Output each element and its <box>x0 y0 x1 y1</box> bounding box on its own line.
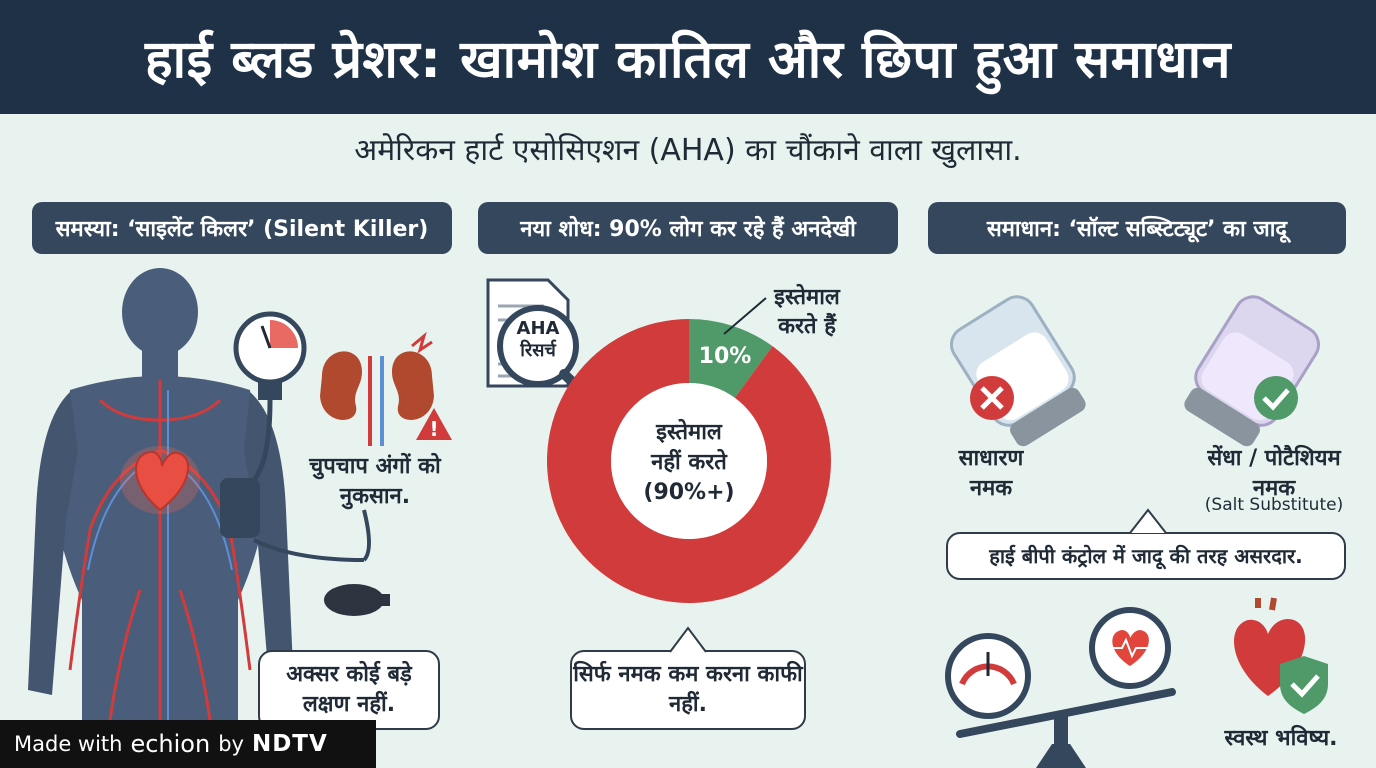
use-label: इस्तेमाल करते हैं <box>774 285 840 339</box>
page-subtitle: अमेरिकन हार्ट एसोसिएशन (AHA) का चौंकाने … <box>354 133 1022 168</box>
center-label-2: नहीं करते <box>651 450 727 475</box>
ndtv-logo: NDTV <box>251 731 328 757</box>
organ-damage-label: चुपचाप अंगों को नुकसान. <box>309 454 441 509</box>
regular-salt-shaker-icon <box>950 295 1086 447</box>
usage-donut-chart <box>547 319 831 603</box>
healthy-heart-shield-icon <box>1234 597 1328 714</box>
damaged-kidneys-icon: ! <box>320 331 452 446</box>
substitute-salt-shaker-icon <box>1184 295 1320 447</box>
bp-control-callout: हाई बीपी कंट्रोल में जादू की तरह असरदार. <box>946 532 1346 580</box>
no-symptoms-callout: अक्सर कोई बड़े लक्षण नहीं. <box>258 650 440 730</box>
human-body-illustration <box>28 268 294 721</box>
made-with-footer: Made with echion by NDTV <box>0 720 376 768</box>
donut-hole <box>611 383 767 539</box>
regular-salt-label: साधारण नमक <box>958 446 1024 501</box>
section-heading-problem: समस्या: ‘साइलेंट किलर’ (Silent Killer) <box>32 202 452 254</box>
echion-logo: echion <box>130 730 211 758</box>
use-pointer-line <box>723 297 767 335</box>
aha-research-label: AHA रिसर्च <box>516 318 560 361</box>
slice-label-10: 10% <box>698 344 752 369</box>
made-with-text: Made with <box>14 732 123 756</box>
section-heading-research: नया शोध: 90% लोग कर रहे हैं अनदेखी <box>478 202 898 254</box>
donut-slice-0 <box>689 319 773 398</box>
substitute-salt-label: सेंधा / पोटैशियम नमक <box>1207 446 1341 501</box>
center-label-1: इस्तेमाल <box>656 420 722 445</box>
section-heading-solution: समाधान: ‘सॉल्ट सब्स्टिट्यूट’ का जादू <box>928 202 1346 254</box>
healthy-future-label: स्वस्थ भविष्य. <box>1224 726 1338 751</box>
callout-tail <box>669 626 707 653</box>
donut-slice-1 <box>547 319 831 603</box>
callout-tail-2 <box>1129 508 1167 534</box>
page-title: हाई ब्लड प्रेशर: खामोश कातिल और छिपा हुआ… <box>145 29 1231 90</box>
reduce-salt-callout: सिर्फ नमक कम करना काफी नहीं. <box>570 650 806 730</box>
blood-pressure-monitor-icon <box>220 311 390 616</box>
center-label-3: (90%+) <box>643 480 735 505</box>
substitute-salt-en-label: (Salt Substitute) <box>1204 495 1344 515</box>
aha-research-document-icon <box>486 278 601 409</box>
svg-text:!: ! <box>429 417 438 441</box>
by-text: by <box>218 732 244 756</box>
balance-scale-icon <box>945 607 1176 768</box>
title-bar: हाई ब्लड प्रेशर: खामोश कातिल और छिपा हुआ… <box>0 0 1376 114</box>
